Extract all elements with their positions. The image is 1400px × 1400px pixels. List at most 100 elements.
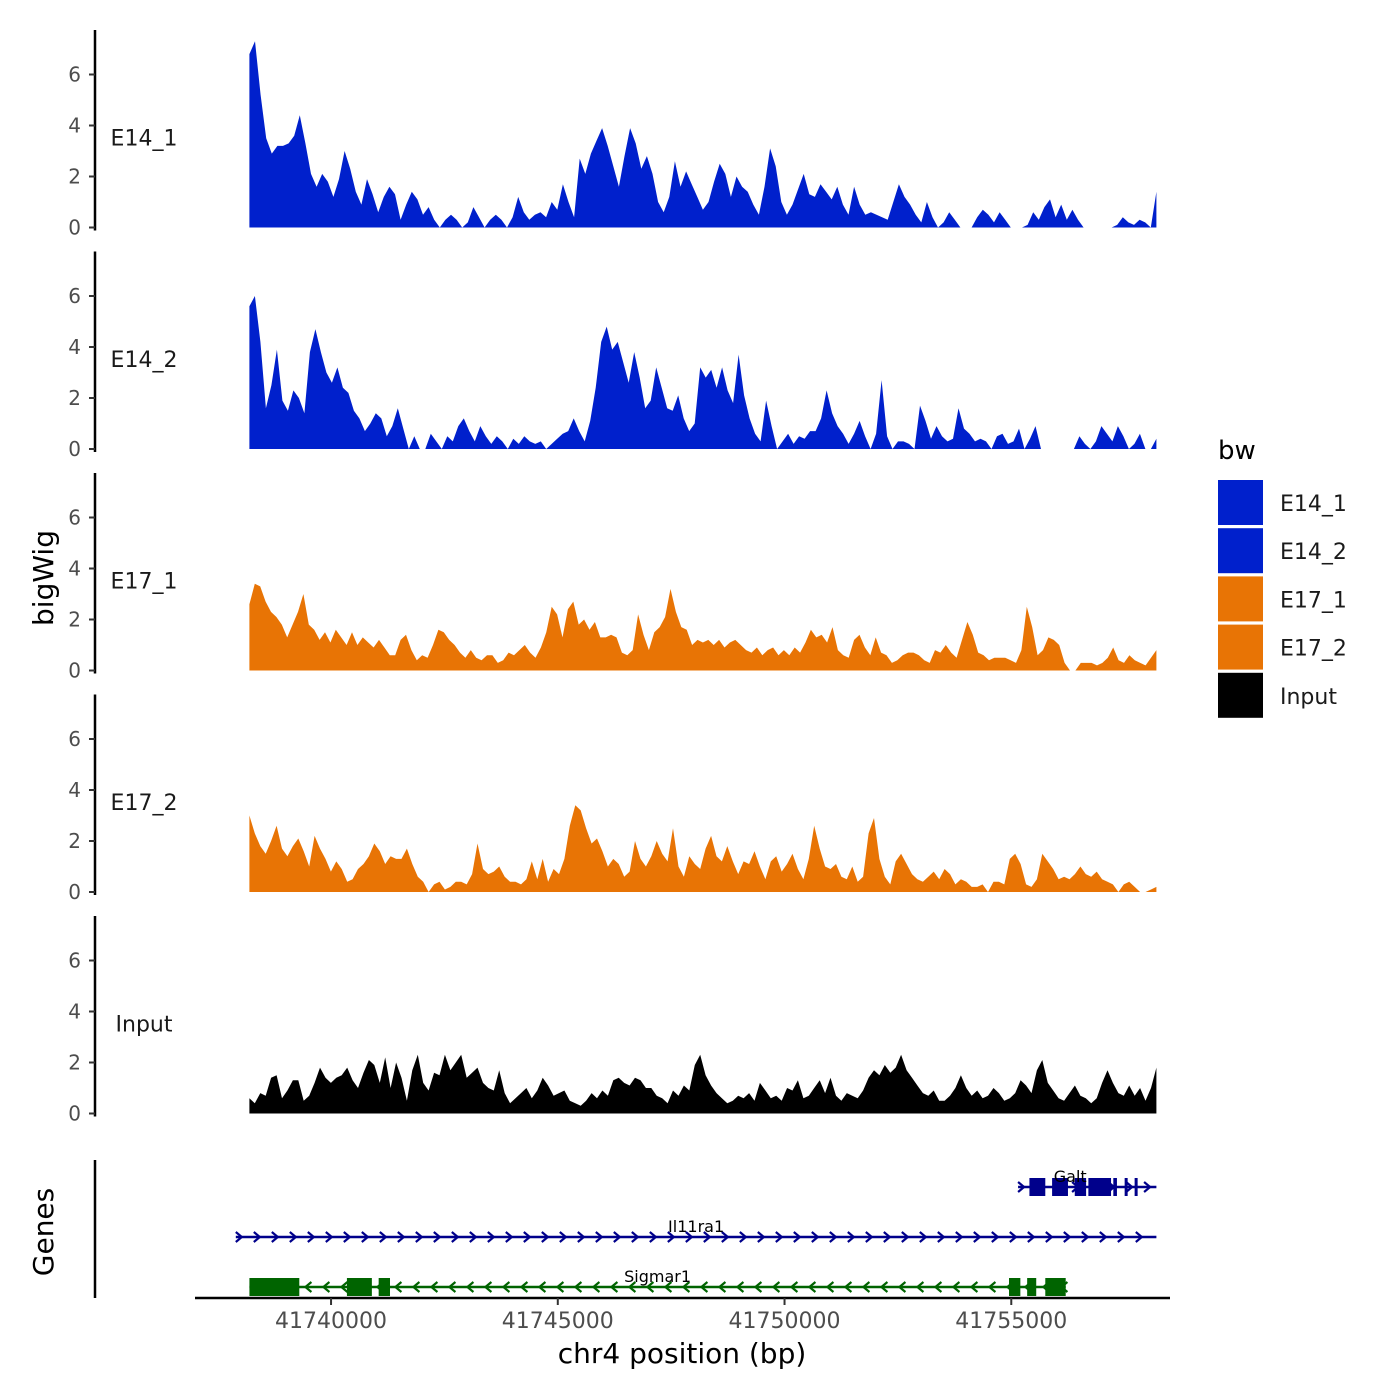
strand-chevron: [465, 1281, 475, 1293]
exon: [249, 1278, 300, 1296]
strand-chevron: [361, 1231, 370, 1243]
y-tick-label: 0: [68, 216, 81, 240]
y-axis-title: bigWig: [27, 530, 60, 626]
strand-chevron: [757, 1231, 766, 1243]
strand-chevron: [685, 1231, 694, 1243]
strand-chevron: [703, 1231, 712, 1243]
strand-chevron: [717, 1281, 727, 1293]
strand-chevron: [739, 1231, 748, 1243]
gene-sigmar1: Sigmar1: [249, 1267, 1069, 1296]
y-tick-label: 2: [68, 386, 81, 410]
track-label: E17_1: [111, 570, 178, 595]
strand-chevron: [321, 1281, 331, 1293]
strand-chevron: [937, 1231, 946, 1243]
exon: [1088, 1178, 1112, 1196]
exon: [1074, 1178, 1087, 1196]
y-tick-label: 4: [68, 557, 81, 581]
strand-chevron: [951, 1281, 961, 1293]
gene-label: Galt: [1054, 1167, 1087, 1186]
strand-chevron: [775, 1231, 784, 1243]
y-tick-label: 6: [68, 727, 81, 751]
y-tick-label: 6: [68, 949, 81, 973]
x-axis: 41740000 41745000 41750000 41755000: [195, 1296, 1170, 1334]
strand-chevron: [325, 1231, 334, 1243]
strand-chevron: [307, 1231, 316, 1243]
y-tick-label: 4: [68, 335, 81, 359]
exon: [1113, 1178, 1117, 1196]
strand-chevron: [303, 1281, 313, 1293]
strand-chevron: [519, 1281, 529, 1293]
coverage-area-e17-2: [249, 805, 1157, 892]
strand-chevron: [1045, 1231, 1054, 1243]
exon: [1029, 1178, 1046, 1196]
genes-axis-title: Genes: [27, 1188, 60, 1276]
coverage-area-e17-1: [249, 583, 1157, 671]
strand-chevron: [883, 1231, 892, 1243]
strand-chevron: [289, 1231, 298, 1243]
legend-key-e17-2: [1218, 624, 1263, 670]
y-tick-label: 6: [68, 284, 81, 308]
track-label: Input: [116, 1013, 173, 1038]
strand-chevron: [955, 1231, 964, 1243]
strand-chevron: [469, 1231, 478, 1243]
track-panel-e17-2: 0 2 4 6 E17_2: [68, 694, 1157, 904]
exon: [1027, 1278, 1037, 1296]
strand-chevron: [627, 1281, 637, 1293]
gene-label: Il11ra1: [668, 1217, 724, 1236]
strand-chevron: [447, 1281, 457, 1293]
exon: [1045, 1278, 1066, 1296]
y-tick-label: 2: [68, 829, 81, 853]
gene-il11ra1: Il11ra1: [235, 1217, 1157, 1243]
strand-chevron: [771, 1281, 781, 1293]
x-tick-label: 41750000: [729, 1309, 841, 1334]
strand-chevron: [501, 1281, 511, 1293]
strand-chevron: [969, 1281, 979, 1293]
strand-chevron: [393, 1281, 403, 1293]
legend-label: E14_2: [1280, 540, 1347, 565]
strand-chevron: [991, 1231, 1000, 1243]
x-tick-label: 41740000: [275, 1309, 387, 1334]
strand-chevron: [973, 1231, 982, 1243]
strand-chevron: [523, 1231, 532, 1243]
y-tick-label: 0: [68, 880, 81, 904]
legend-label: E14_1: [1280, 492, 1347, 517]
y-tick-label: 0: [68, 1102, 81, 1126]
strand-chevron: [829, 1231, 838, 1243]
exon: [378, 1278, 390, 1296]
strand-chevron: [897, 1281, 907, 1293]
strand-chevron: [663, 1281, 673, 1293]
strand-chevron: [919, 1231, 928, 1243]
track-label: E14_2: [111, 348, 178, 373]
y-tick-label: 6: [68, 63, 81, 87]
exon: [1134, 1178, 1138, 1196]
legend-label: Input: [1280, 685, 1337, 710]
strand-chevron: [789, 1281, 799, 1293]
strand-chevron: [541, 1231, 550, 1243]
strand-chevron: [753, 1281, 763, 1293]
strand-chevron: [1017, 1181, 1026, 1193]
strand-chevron: [555, 1281, 565, 1293]
strand-chevron: [667, 1231, 676, 1243]
y-tick-label: 4: [68, 778, 81, 802]
strand-chevron: [631, 1231, 640, 1243]
strand-chevron: [807, 1281, 817, 1293]
strand-chevron: [879, 1281, 889, 1293]
x-tick-label: 41745000: [502, 1309, 614, 1334]
strand-chevron: [1117, 1231, 1126, 1243]
track-panels: 0 2 4 6 E14_1 0 2 4 6 E14_2 0 2 4 6 E17_1 0 2 4 6 E17_2 0 2 4 6…: [68, 30, 1157, 1126]
legend-key-e14-1: [1218, 480, 1263, 525]
strand-chevron: [1099, 1231, 1108, 1243]
track-panel-e14-1: 0 2 4 6 E14_1: [68, 30, 1157, 240]
strand-chevron: [271, 1231, 280, 1243]
strand-chevron: [577, 1231, 586, 1243]
exon: [1009, 1278, 1021, 1296]
coverage-area-input: [249, 1054, 1157, 1114]
track-label: E17_2: [111, 791, 178, 816]
y-tick-label: 6: [68, 506, 81, 530]
strand-chevron: [487, 1231, 496, 1243]
strand-chevron: [379, 1231, 388, 1243]
strand-chevron: [415, 1231, 424, 1243]
legend-label: E17_1: [1280, 588, 1347, 613]
strand-chevron: [235, 1231, 244, 1243]
